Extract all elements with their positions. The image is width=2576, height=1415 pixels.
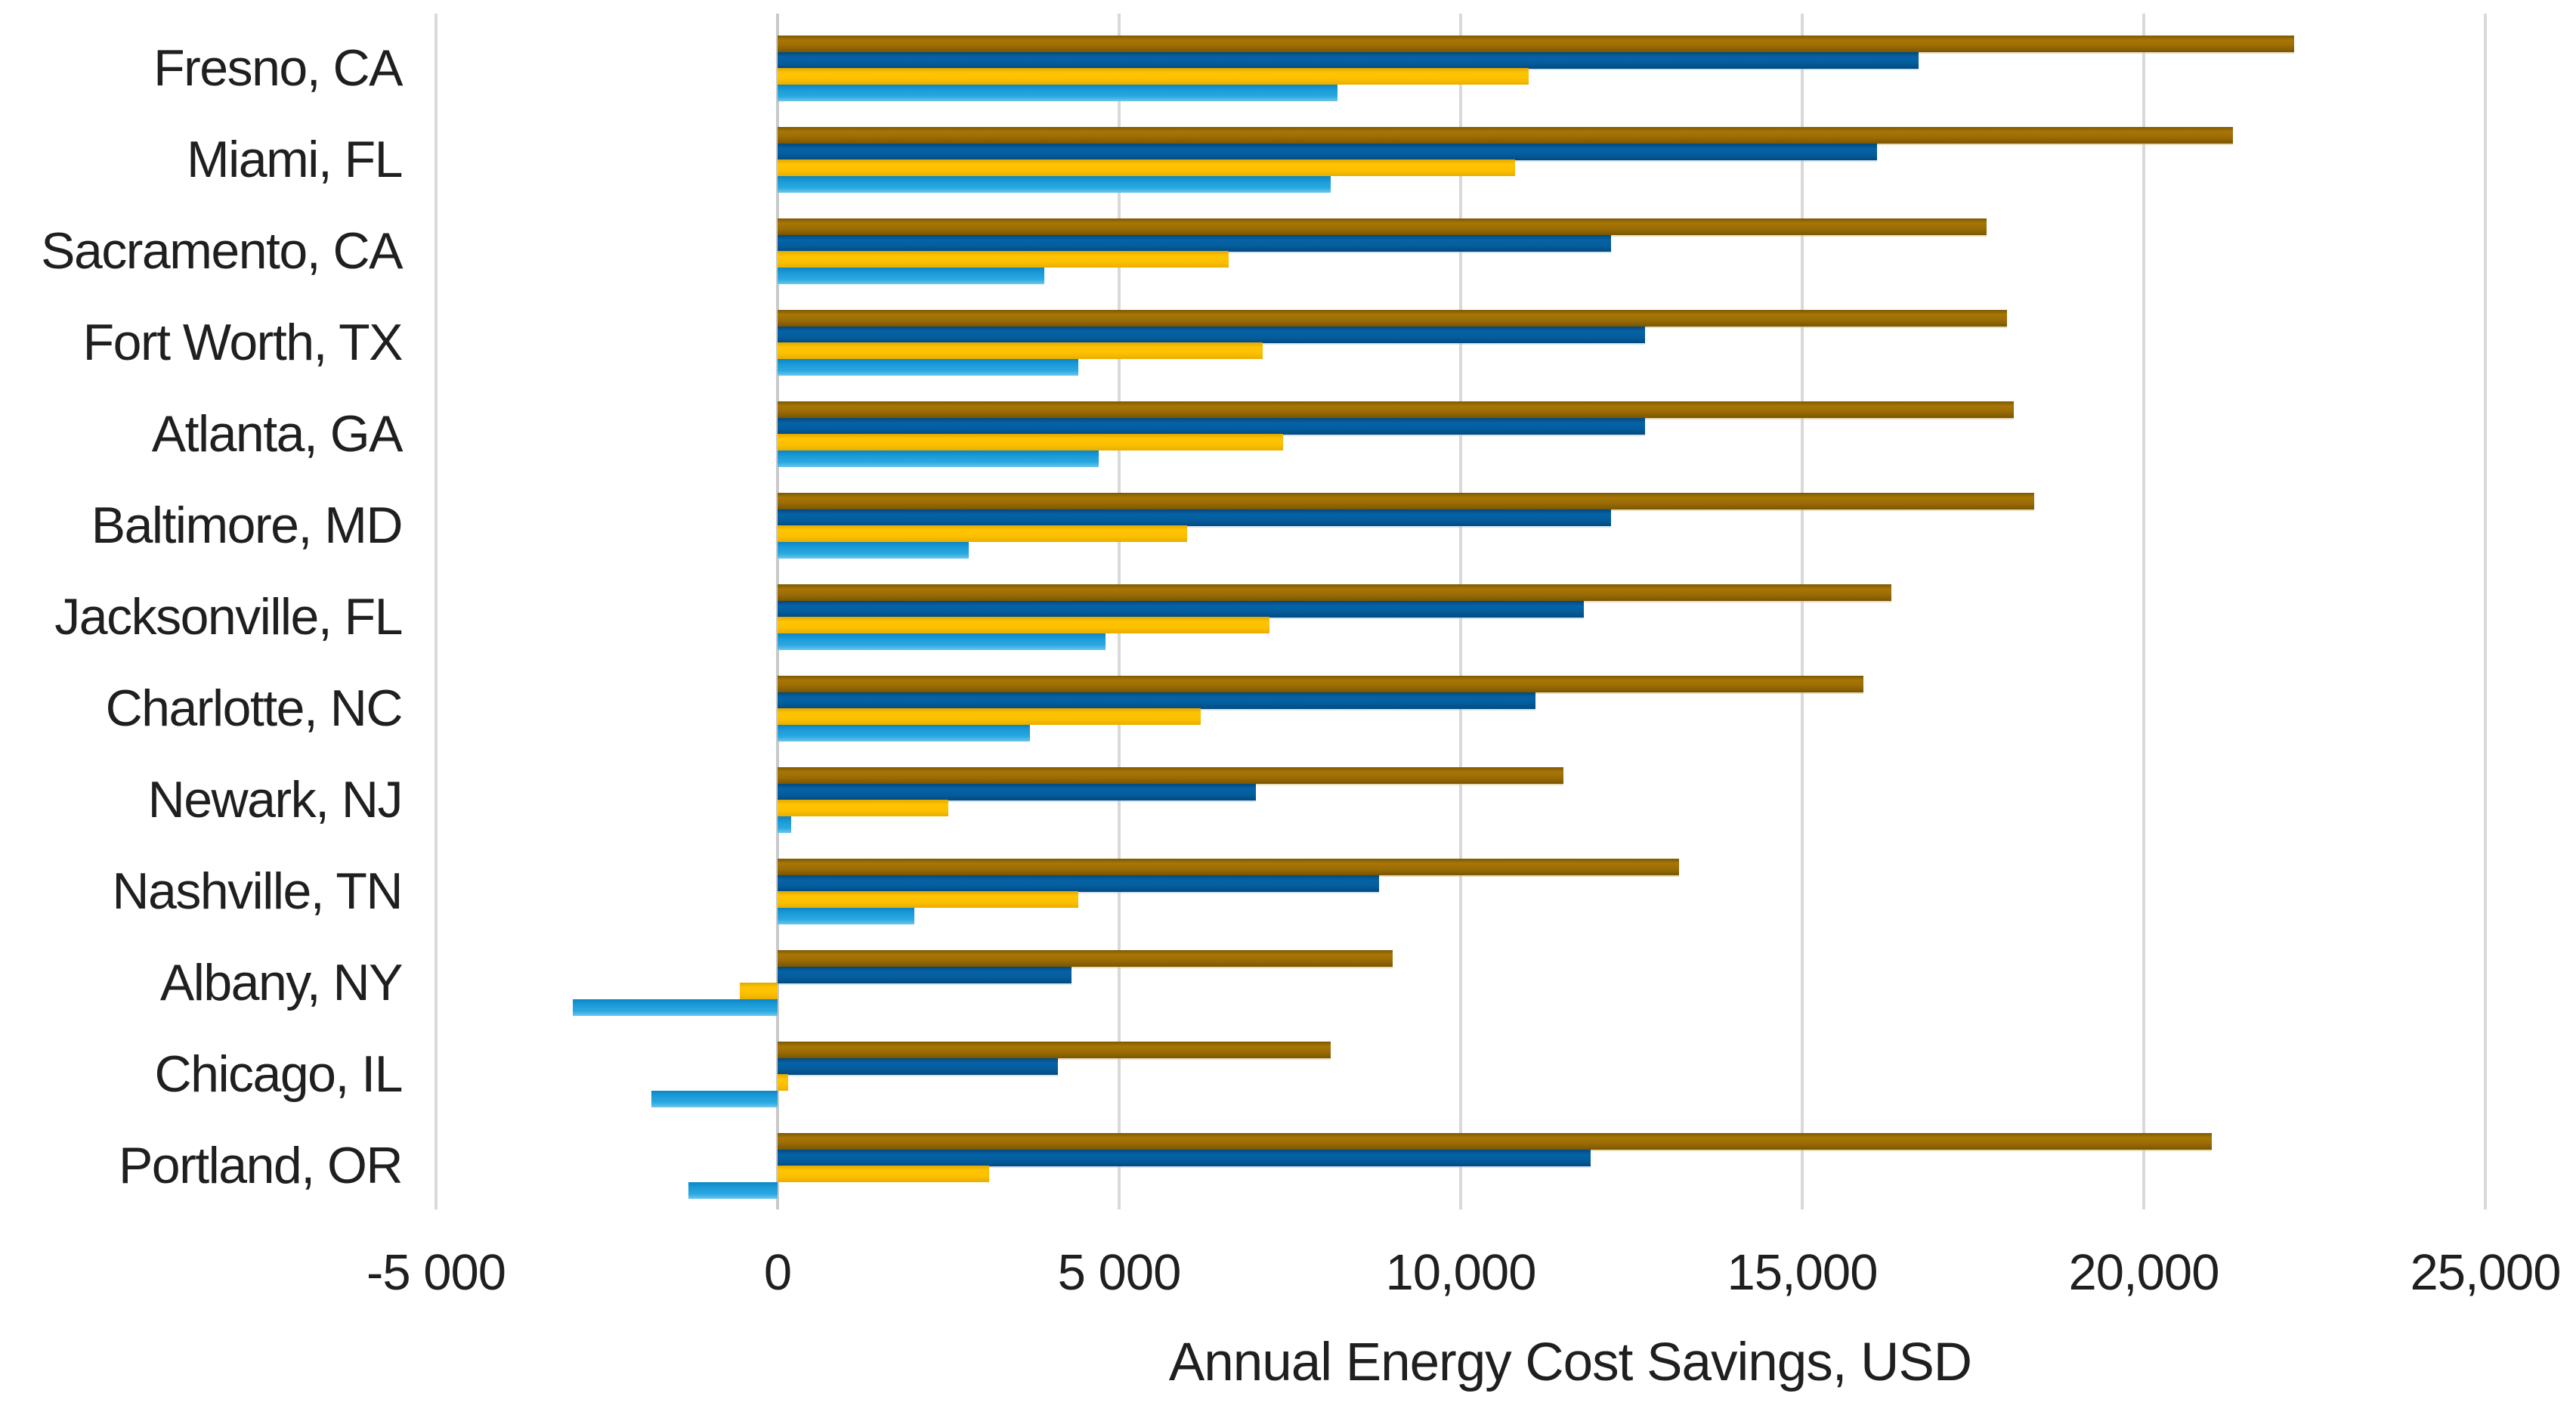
light-blue-bar bbox=[778, 907, 914, 924]
light-blue-bar bbox=[778, 84, 1338, 101]
dark-blue-bar bbox=[778, 1149, 1591, 1166]
category-label: Sacramento, CA bbox=[41, 222, 403, 280]
dark-blue-bar bbox=[778, 1057, 1058, 1075]
light-blue-bar bbox=[572, 999, 778, 1016]
dark-blue-bar bbox=[778, 783, 1256, 800]
category-label: Nashville, TN bbox=[112, 862, 403, 920]
gold-bar bbox=[778, 342, 1263, 359]
gold-bar bbox=[778, 159, 1516, 176]
category-label: Charlotte, NC bbox=[105, 680, 404, 737]
light-blue-bar bbox=[778, 724, 1031, 742]
dark-blue-bar bbox=[778, 143, 1878, 160]
gold-bar bbox=[778, 708, 1201, 725]
category-label: Chicago, IL bbox=[154, 1045, 404, 1103]
light-blue-bar bbox=[778, 175, 1331, 193]
x-tick-label: 20,000 bbox=[2068, 1244, 2220, 1301]
dark-gold-bar bbox=[778, 401, 2015, 418]
dark-blue-bar bbox=[778, 509, 1611, 526]
light-blue-bar bbox=[778, 267, 1044, 284]
gold-bar bbox=[778, 1074, 788, 1091]
dark-gold-bar bbox=[778, 127, 2233, 144]
x-tick-label: 25,000 bbox=[2410, 1244, 2562, 1301]
gridline bbox=[2142, 14, 2145, 1209]
dark-gold-bar bbox=[778, 859, 1680, 875]
gold-bar bbox=[740, 983, 778, 999]
light-blue-bar bbox=[778, 816, 792, 833]
x-tick-label: -5 000 bbox=[366, 1244, 506, 1301]
dark-gold-bar bbox=[778, 767, 1563, 784]
category-label: Fresno, CA bbox=[153, 39, 403, 97]
category-label: Atlanta, GA bbox=[151, 405, 404, 463]
dark-gold-bar bbox=[778, 218, 1987, 235]
gold-bar bbox=[778, 251, 1229, 268]
light-blue-bar bbox=[778, 541, 969, 559]
gridline bbox=[2484, 14, 2487, 1209]
dark-gold-bar bbox=[778, 310, 2008, 327]
dark-blue-bar bbox=[778, 600, 1584, 618]
light-blue-bar bbox=[651, 1090, 778, 1107]
dark-blue-bar bbox=[778, 234, 1611, 252]
dark-blue-bar bbox=[778, 51, 1919, 69]
category-label: Newark, NJ bbox=[147, 771, 404, 828]
category-label: Miami, FL bbox=[187, 131, 403, 188]
gridline bbox=[434, 14, 438, 1209]
gold-bar bbox=[778, 68, 1529, 85]
x-tick-label: 10,000 bbox=[1385, 1244, 1537, 1301]
dark-gold-bar bbox=[778, 493, 2035, 509]
gold-bar bbox=[778, 1166, 990, 1182]
light-blue-bar bbox=[778, 358, 1078, 376]
gold-bar bbox=[778, 617, 1269, 633]
light-blue-bar bbox=[688, 1181, 778, 1199]
light-blue-bar bbox=[778, 633, 1106, 650]
dark-blue-bar bbox=[778, 875, 1379, 892]
category-label: Fort Worth, TX bbox=[82, 314, 404, 371]
gold-bar bbox=[778, 800, 948, 816]
dark-gold-bar bbox=[778, 1042, 1331, 1058]
gold-bar bbox=[778, 891, 1078, 908]
dark-gold-bar bbox=[778, 1133, 2213, 1150]
dark-gold-bar bbox=[778, 584, 1891, 601]
category-label: Albany, NY bbox=[159, 954, 404, 1011]
x-tick-label: 15,000 bbox=[1727, 1244, 1879, 1301]
gold-bar bbox=[778, 434, 1283, 451]
category-label: Jacksonville, FL bbox=[54, 588, 403, 646]
category-label: Portland, OR bbox=[118, 1137, 404, 1194]
dark-blue-bar bbox=[778, 966, 1072, 983]
dark-blue-bar bbox=[778, 692, 1536, 709]
gridline bbox=[1801, 14, 1804, 1209]
category-label: Baltimore, MD bbox=[91, 497, 404, 554]
dark-blue-bar bbox=[778, 417, 1646, 435]
plot-area bbox=[434, 14, 2487, 1209]
dark-blue-bar bbox=[778, 326, 1646, 343]
gold-bar bbox=[778, 525, 1188, 542]
dark-gold-bar bbox=[778, 676, 1864, 692]
x-tick-label: 5 000 bbox=[1057, 1244, 1182, 1301]
x-axis-title: Annual Energy Cost Savings, USD bbox=[1168, 1333, 1972, 1392]
light-blue-bar bbox=[778, 450, 1099, 467]
dark-gold-bar bbox=[778, 950, 1393, 967]
x-tick-label: 0 bbox=[763, 1244, 792, 1301]
dark-gold-bar bbox=[778, 36, 2294, 52]
